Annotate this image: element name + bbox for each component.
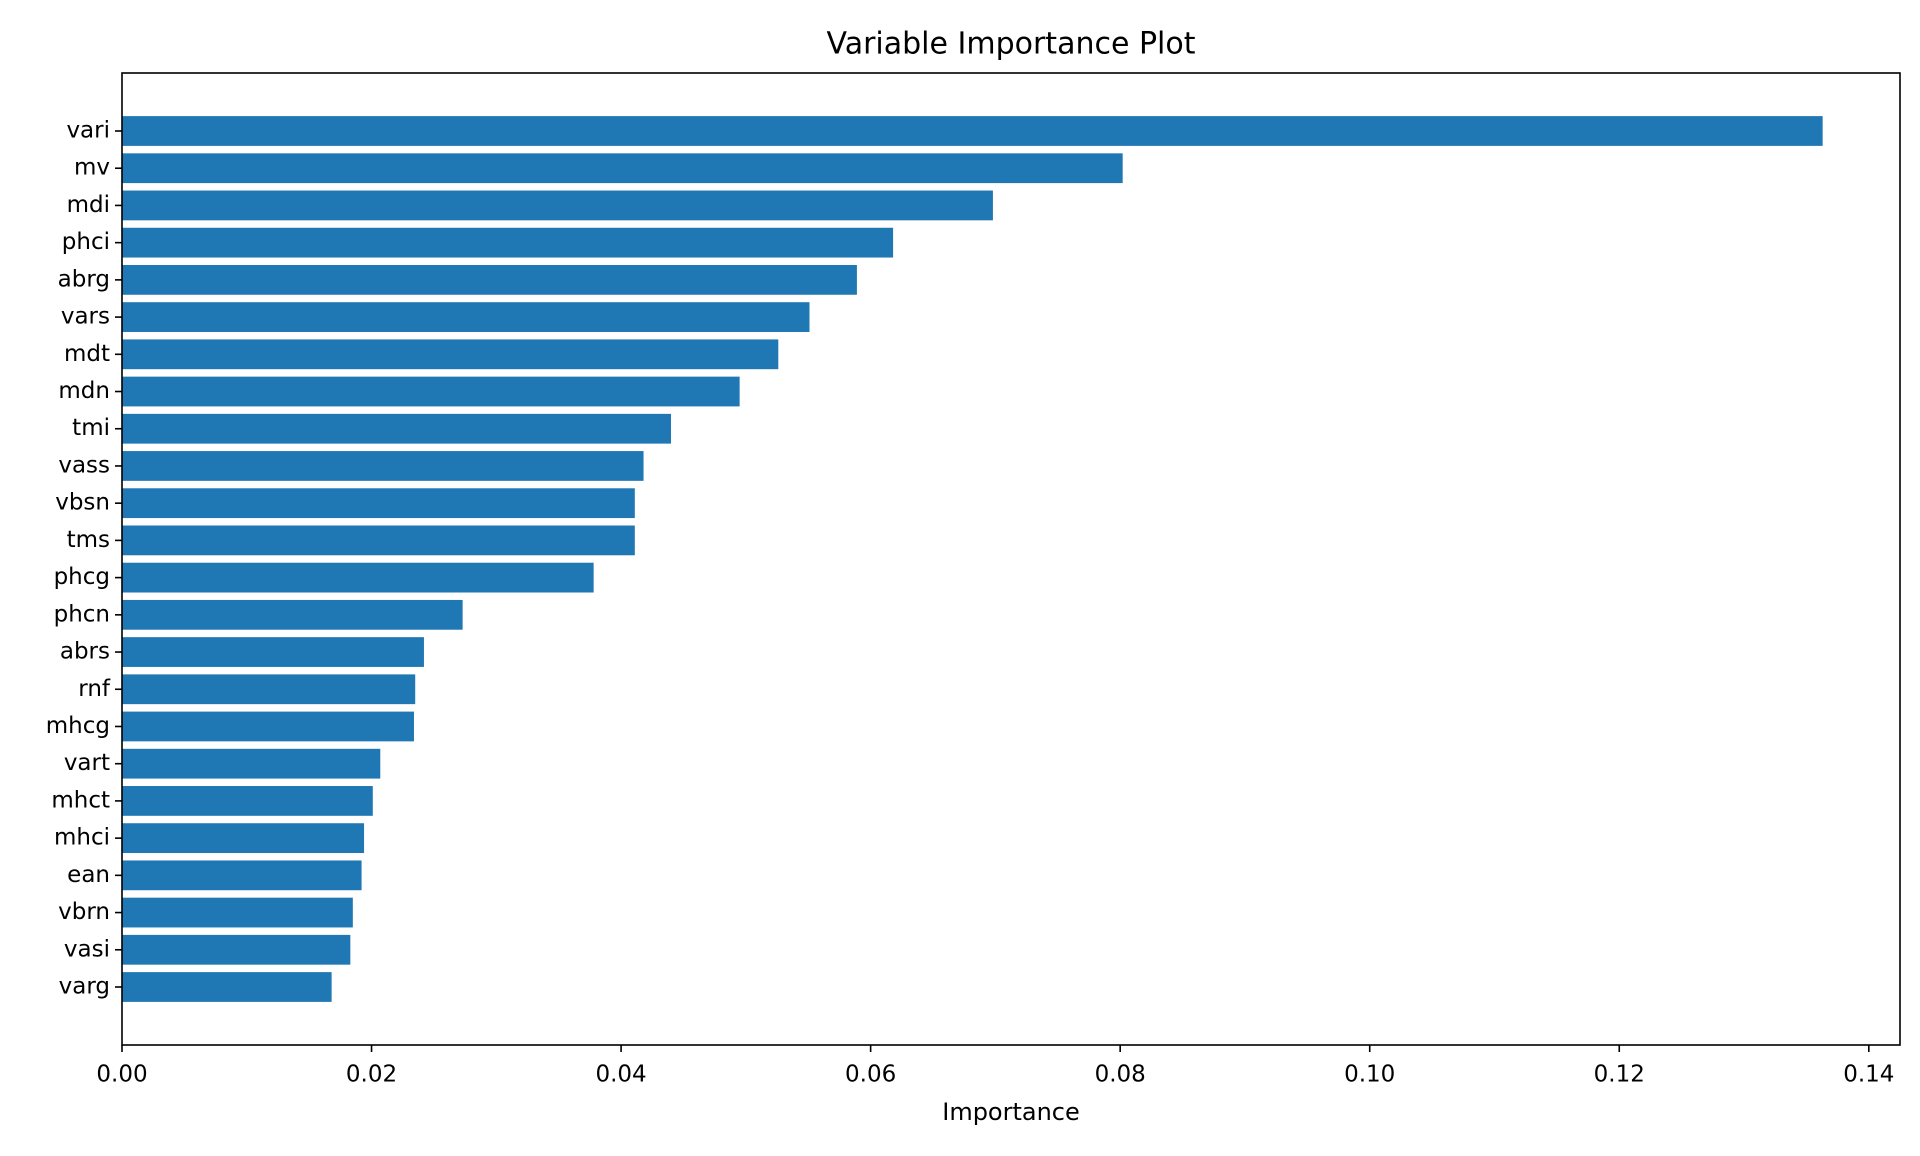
y-tick-label: tms xyxy=(67,527,110,553)
plot-frame xyxy=(121,72,1901,1046)
y-tick-label: rnf xyxy=(78,676,111,702)
bar-mdt xyxy=(122,339,779,370)
bar-mhct xyxy=(122,786,373,816)
y-tick-label: vari xyxy=(66,118,110,144)
bar-mhci xyxy=(122,823,365,854)
x-tick-label: 0.02 xyxy=(346,1062,397,1088)
y-tick-label: vass xyxy=(58,452,110,478)
x-tick-label: 0.08 xyxy=(1095,1062,1146,1088)
x-axis-ticks: 0.00 0.02 0.04 0.06 0.08 0.10 0.12 0.14 xyxy=(96,1045,1894,1088)
bar-phcn xyxy=(122,599,463,630)
bar-varg xyxy=(122,972,332,1002)
y-tick-label: vbrn xyxy=(58,899,110,925)
bar-mhcg xyxy=(122,711,414,742)
y-tick-label: vart xyxy=(64,750,110,776)
x-tick-label: 0.06 xyxy=(845,1062,896,1088)
x-tick-label: 0.10 xyxy=(1344,1062,1395,1088)
x-tick-label: 0.14 xyxy=(1843,1062,1894,1088)
bar-abrg xyxy=(122,264,857,295)
y-tick-label: mhcg xyxy=(46,713,110,739)
y-tick-label: ean xyxy=(67,862,110,888)
y-tick-label: phcg xyxy=(54,564,110,590)
bar-vart xyxy=(122,748,381,779)
x-tick-label: 0.00 xyxy=(96,1062,147,1088)
y-tick-label: phci xyxy=(62,229,110,255)
y-tick-label: mdn xyxy=(58,378,110,404)
y-tick-label: vbsn xyxy=(55,490,110,516)
x-axis-label: Importance xyxy=(942,1098,1080,1126)
y-tick-label: mhci xyxy=(54,825,110,851)
y-tick-label: mhct xyxy=(51,787,110,813)
y-tick-label: phcn xyxy=(54,601,110,627)
bars-layer xyxy=(122,116,1823,1002)
bar-phcg xyxy=(122,562,594,593)
chart-title: Variable Importance Plot xyxy=(827,27,1196,62)
x-tick-label: 0.04 xyxy=(595,1062,646,1088)
y-tick-label: vars xyxy=(61,304,110,330)
y-tick-label: mdi xyxy=(67,192,110,218)
y-tick-label: varg xyxy=(59,974,110,1000)
y-axis-ticks: vari mv mdi phci abrg vars mdt mdn tmi vass vbsn tm… xyxy=(46,118,122,1000)
y-tick-label: vasi xyxy=(64,936,110,962)
bar-vbrn xyxy=(122,897,353,928)
bar-phci xyxy=(122,227,894,258)
bar-vass xyxy=(122,451,644,481)
bar-mv xyxy=(122,153,1123,184)
y-tick-label: mdt xyxy=(64,341,110,367)
bar-vbsn xyxy=(122,488,635,519)
y-tick-label: abrs xyxy=(60,639,110,665)
bar-vars xyxy=(122,302,810,332)
bar-mdi xyxy=(122,190,993,221)
bar-rnf xyxy=(122,674,416,705)
bar-abrs xyxy=(122,637,424,667)
y-tick-label: abrg xyxy=(58,266,110,292)
bar-ean xyxy=(122,860,362,891)
bar-vasi xyxy=(122,934,351,965)
y-tick-label: tmi xyxy=(72,415,110,441)
bar-mdn xyxy=(122,376,740,407)
bar-vari xyxy=(122,116,1823,146)
x-tick-label: 0.12 xyxy=(1594,1062,1645,1088)
bar-tmi xyxy=(122,413,671,444)
bar-tms xyxy=(122,525,635,556)
y-tick-label: mv xyxy=(74,155,110,181)
